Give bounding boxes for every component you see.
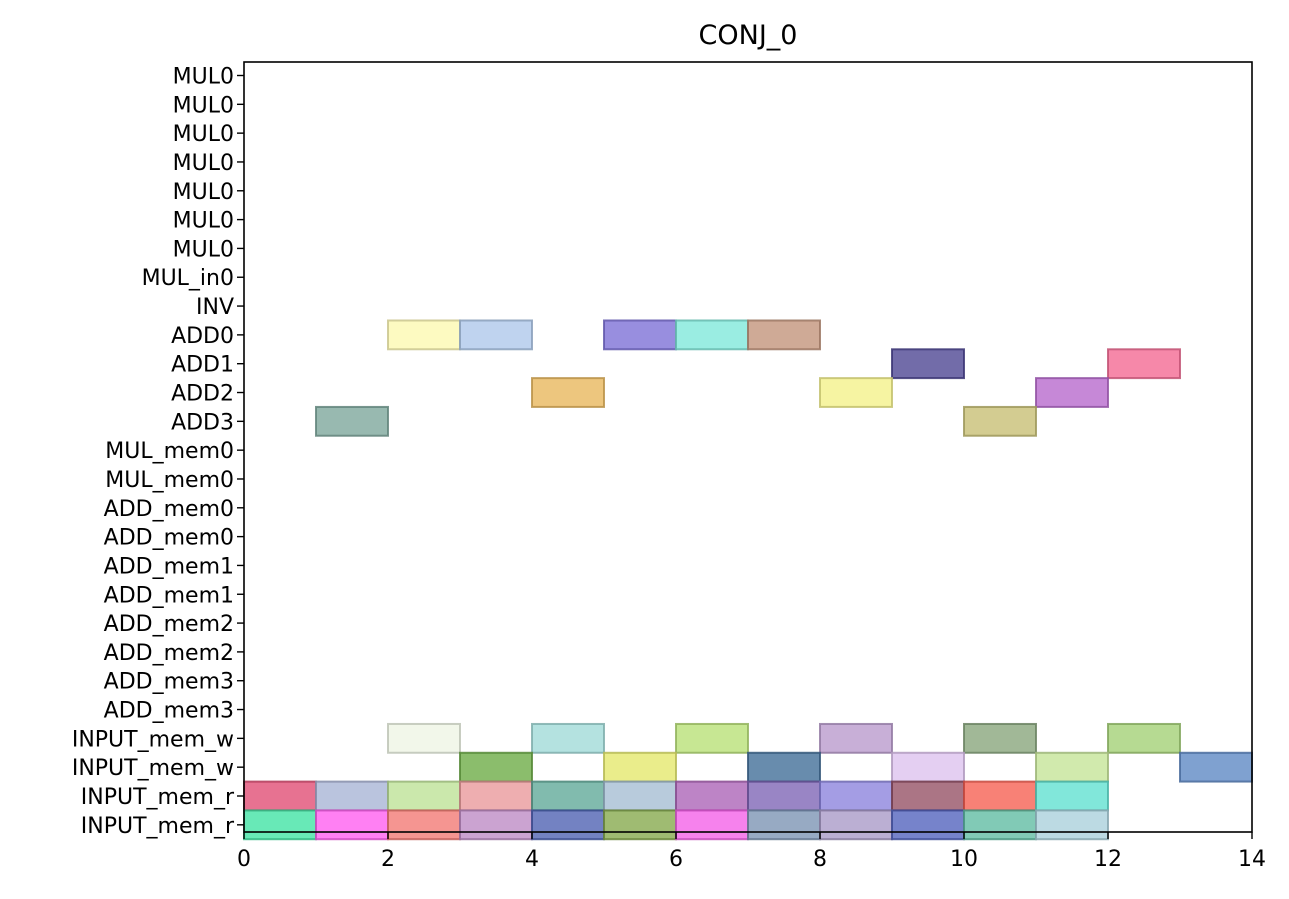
task-bar [243,780,317,812]
task-bar [531,780,605,812]
task-bar [963,809,1037,841]
task-bar [1107,348,1181,380]
y-tick-label: ADD_mem3 [104,699,234,724]
y-tick-label: ADD_mem0 [104,526,234,551]
task-bar [531,377,605,408]
task-bar [531,809,605,841]
task-bar [891,348,965,380]
plot-frame [243,61,1253,833]
task-bar [1179,751,1253,783]
task-bar [459,751,533,783]
y-tick-label: MUL0 [173,209,234,234]
y-tick-label: MUL_mem0 [105,468,234,493]
task-bar [963,722,1037,754]
y-tick-label: MUL0 [173,151,234,176]
y-tick-label: INV [196,295,234,320]
y-tick-label: ADD_mem2 [104,641,234,666]
task-bar [1107,722,1181,754]
task-bar [891,751,965,783]
y-tick-label: INPUT_mem_r [81,785,235,810]
chart-title: CONJ_0 [699,20,798,51]
task-bar [819,809,893,841]
task-bar [747,319,821,351]
y-tick-label: MUL0 [173,93,234,118]
y-tick-label: ADD2 [171,382,234,407]
task-bar [603,319,677,351]
y-tick-label: MUL0 [173,237,234,262]
x-axis: 0 2 4 6 8 10 12 14 [237,832,1266,872]
y-tick-label: ADD3 [171,410,234,435]
y-tick-label: MUL0 [173,65,234,90]
task-bar [387,780,461,812]
task-bar [387,319,461,351]
x-tick-label: 4 [525,847,539,872]
x-tick-label: 6 [669,847,683,872]
task-bar [675,780,749,812]
task-bar [675,319,749,351]
task-bar [963,780,1037,812]
task-bar [819,722,893,754]
y-tick-label: ADD_mem3 [104,670,234,695]
y-tick-label: MUL_mem0 [105,439,234,464]
task-bar [603,780,677,812]
task-bar [1035,809,1109,841]
y-tick-label: ADD0 [171,324,234,349]
task-bar [387,722,461,754]
x-tick-label: 0 [237,847,251,872]
y-tick-label: MUL_in0 [142,266,234,291]
task-bar [747,809,821,841]
task-bar [315,809,389,841]
task-bar [1035,377,1109,408]
x-tick-label: 8 [813,847,827,872]
y-tick-label: ADD_mem1 [104,554,234,579]
task-bar [243,809,317,841]
task-bar [675,722,749,754]
task-bar [459,780,533,812]
y-tick-label: ADD1 [171,353,234,378]
task-bar [387,809,461,841]
task-bar [747,751,821,783]
task-bar [603,809,677,841]
task-bar [891,809,965,841]
task-bar [315,405,389,437]
x-tick-label: 10 [950,847,978,872]
y-tick-label: MUL0 [173,122,234,147]
task-bar [891,780,965,812]
y-tick-label: INPUT_mem_w [72,727,234,752]
task-bar [819,780,893,812]
task-bars [243,319,1253,841]
y-tick-label: ADD_mem0 [104,497,234,522]
task-bar [675,809,749,841]
x-tick-label: 14 [1238,847,1266,872]
y-tick-label: INPUT_mem_w [72,756,234,781]
task-bar [531,722,605,754]
task-bar [1035,751,1109,783]
y-tick-label: MUL0 [173,180,234,205]
y-tick-label: ADD_mem2 [104,612,234,637]
x-tick-label: 12 [1094,847,1122,872]
task-bar [459,809,533,841]
task-bar [819,377,893,408]
task-bar [315,780,389,812]
y-tick-label: ADD_mem1 [104,583,234,608]
task-bar [1035,780,1109,812]
y-axis: MUL0 MUL0 MUL0 MUL0 MUL0 MUL0 MUL0 MUL_in0 INV AD… [72,65,244,839]
task-bar [963,405,1037,437]
task-bar [459,319,533,351]
task-bar [747,780,821,812]
y-tick-label: INPUT_mem_r [81,814,235,839]
task-bar [603,751,677,783]
x-tick-label: 2 [381,847,395,872]
